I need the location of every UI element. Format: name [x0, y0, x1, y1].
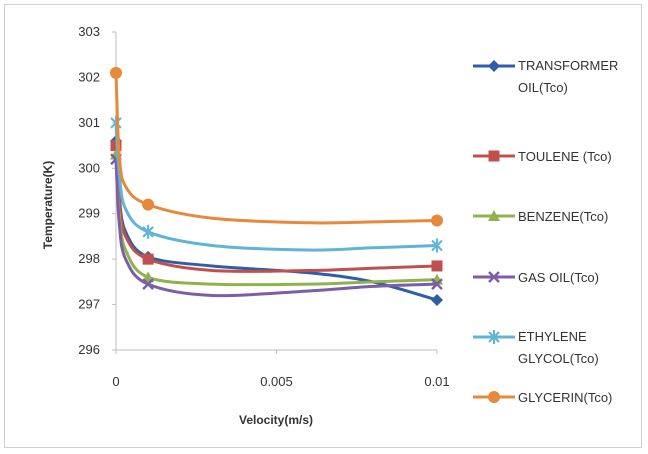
data-point	[110, 66, 122, 79]
data-point	[431, 278, 443, 291]
series-line	[114, 121, 439, 252]
legend-item: GAS OIL(Tco)	[473, 270, 599, 285]
series-layer	[110, 66, 443, 307]
y-tick-label: 297	[78, 297, 100, 312]
x-tick-label: 0.005	[260, 374, 293, 389]
y-tick-label: 301	[78, 115, 100, 130]
x-tick-label: 0.01	[424, 374, 449, 389]
legend-label: TRANSFORMER	[518, 58, 618, 73]
legend-label: OIL(Tco)	[518, 80, 568, 95]
legend-marker	[488, 150, 500, 162]
data-point	[142, 278, 154, 291]
y-tick-label: 303	[78, 24, 100, 39]
x-axis-title: Velocity(m/s)	[239, 413, 313, 427]
legend-label: GAS OIL(Tco)	[518, 270, 599, 285]
legend-marker	[488, 210, 500, 221]
legend-marker	[488, 391, 500, 403]
series-2	[110, 140, 443, 273]
legend-label: BENZENE(Tco)	[518, 209, 608, 224]
series-6	[110, 66, 443, 227]
x-tick-label: 0	[112, 374, 119, 389]
y-tick-label: 298	[78, 251, 100, 266]
legend-marker	[488, 60, 500, 72]
legend-marker	[488, 271, 500, 283]
data-point	[142, 198, 155, 211]
legend-item: BENZENE(Tco)	[473, 209, 608, 224]
legend-item: TOULENE (Tco)	[473, 149, 612, 164]
data-point	[431, 260, 443, 272]
legend: TRANSFORMER OIL(Tco) TOULENE (Tco) BENZENE(…	[473, 58, 618, 405]
legend-label: TOULENE (Tco)	[518, 149, 612, 164]
data-point	[142, 224, 154, 239]
y-tick-label: 299	[78, 206, 100, 221]
legend-item: TRANSFORMER OIL(Tco)	[473, 58, 618, 95]
data-point	[431, 294, 443, 307]
series-line	[114, 71, 439, 225]
data-point	[142, 253, 154, 265]
legend-item: ETHYLENE GLYCOL(Tco)	[473, 329, 599, 366]
y-tick-label: 300	[78, 160, 100, 175]
series-line	[114, 157, 439, 298]
legend-label: ETHYLENE	[518, 329, 587, 344]
data-point	[431, 214, 443, 227]
legend-marker	[488, 330, 500, 344]
legend-label: GLYCERIN(Tco)	[518, 390, 612, 405]
y-axis-title: Temperature(K)	[41, 161, 55, 249]
x-axis: 0 0.005 0.01	[112, 349, 450, 389]
legend-item: GLYCERIN(Tco)	[473, 390, 612, 405]
chart-frame	[4, 4, 642, 448]
y-tick-label: 296	[78, 342, 100, 357]
series-5	[110, 115, 443, 253]
series-4	[110, 153, 443, 298]
y-tick-label: 302	[78, 69, 100, 84]
data-point	[431, 238, 443, 253]
legend-label: GLYCOL(Tco)	[518, 351, 599, 366]
